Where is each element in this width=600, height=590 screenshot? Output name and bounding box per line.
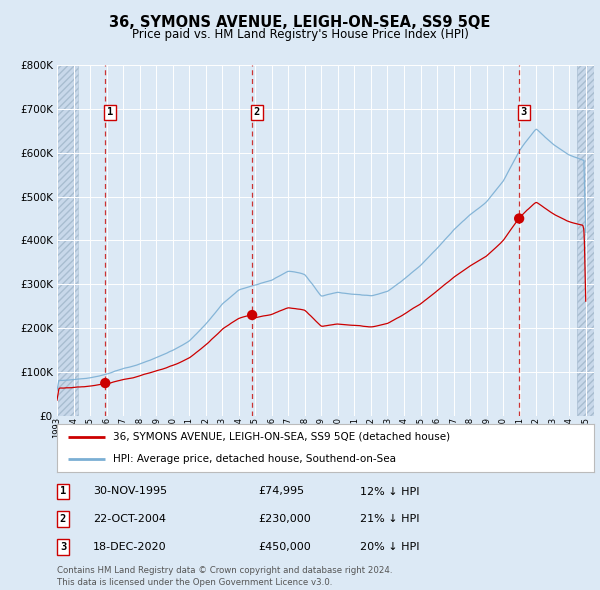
Text: 20% ↓ HPI: 20% ↓ HPI [360,542,419,552]
Text: 2: 2 [254,107,260,117]
Text: £74,995: £74,995 [258,487,304,496]
Text: 30-NOV-1995: 30-NOV-1995 [93,487,167,496]
Text: 18-DEC-2020: 18-DEC-2020 [93,542,167,552]
Point [100,378,110,388]
Point [247,310,257,320]
Bar [57,65,79,416]
Text: Price paid vs. HM Land Registry's House Price Index (HPI): Price paid vs. HM Land Registry's House … [131,28,469,41]
Text: 12% ↓ HPI: 12% ↓ HPI [360,487,419,496]
Point [514,214,524,223]
Text: 36, SYMONS AVENUE, LEIGH-ON-SEA, SS9 5QE: 36, SYMONS AVENUE, LEIGH-ON-SEA, SS9 5QE [109,15,491,30]
Text: 21% ↓ HPI: 21% ↓ HPI [360,514,419,524]
Text: 1: 1 [107,107,113,117]
Text: 1: 1 [60,487,66,496]
Text: 3: 3 [60,542,66,552]
Text: £230,000: £230,000 [258,514,311,524]
Text: HPI: Average price, detached house, Southend-on-Sea: HPI: Average price, detached house, Sout… [113,454,397,464]
Text: 22-OCT-2004: 22-OCT-2004 [93,514,166,524]
Text: 2: 2 [60,514,66,524]
Text: 3: 3 [521,107,527,117]
Bar [577,65,594,416]
Text: £450,000: £450,000 [258,542,311,552]
Text: 36, SYMONS AVENUE, LEIGH-ON-SEA, SS9 5QE (detached house): 36, SYMONS AVENUE, LEIGH-ON-SEA, SS9 5QE… [113,432,451,442]
Text: Contains HM Land Registry data © Crown copyright and database right 2024.
This d: Contains HM Land Registry data © Crown c… [57,566,392,587]
